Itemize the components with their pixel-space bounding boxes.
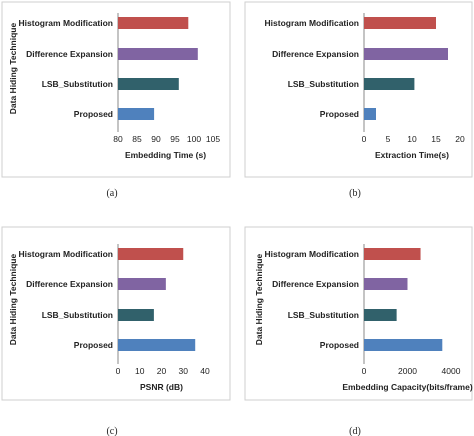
x-tick-label: 40 [200, 366, 210, 376]
category-label: Difference Expansion [26, 279, 113, 289]
bar [118, 78, 179, 90]
bar [364, 48, 448, 60]
category-label: Histogram Modification [265, 249, 359, 259]
x-tick-label: 95 [170, 134, 180, 144]
category-label: Proposed [74, 109, 113, 119]
x-tick-label: 100 [187, 134, 201, 144]
category-label: Difference Expansion [272, 49, 359, 59]
x-axis-title: Embedding Time (s) [125, 150, 206, 160]
chart-panel-b: Histogram Modification Difference Expansi… [244, 1, 473, 199]
category-label: Difference Expansion [272, 279, 359, 289]
panel-frame [1, 1, 231, 178]
y-axis-title: Data Hiding Technique [254, 254, 264, 346]
x-tick-label: 90 [151, 134, 161, 144]
category-label: Histogram Modification [19, 249, 113, 259]
y-axis-title: Data Hiding Technique [8, 23, 18, 115]
bar [364, 278, 408, 290]
x-tick-label: 15 [431, 134, 441, 144]
x-tick-label: 85 [132, 134, 142, 144]
x-axis-title: Embedding Capacity(bits/frame) [342, 382, 473, 392]
category-label: Proposed [320, 340, 359, 350]
panel-caption: (c) [106, 426, 117, 436]
x-tick-label: 10 [407, 134, 417, 144]
category-label: LSB_Substitution [288, 79, 359, 89]
panel-frame [244, 1, 473, 178]
y-axis-title: Data Hiding Technique [8, 254, 18, 346]
x-tick-label: 20 [157, 366, 167, 376]
bar [364, 108, 376, 120]
category-label: LSB_Substitution [42, 310, 113, 320]
category-label: Proposed [74, 340, 113, 350]
x-tick-label: 2000 [398, 366, 417, 376]
panel-frame [1, 226, 231, 401]
category-label: Histogram Modification [265, 18, 359, 28]
bar [118, 248, 184, 260]
bar [364, 309, 397, 321]
x-tick-label: 105 [206, 134, 220, 144]
x-axis-title: Extraction Time(s) [375, 150, 449, 160]
x-tick-label: 0 [362, 134, 367, 144]
x-tick-label: 30 [179, 366, 189, 376]
category-label: Histogram Modification [19, 18, 113, 28]
bar [118, 278, 166, 290]
x-axis-title: PSNR (dB) [140, 382, 183, 392]
x-tick-label: 0 [362, 366, 367, 376]
bar [118, 108, 155, 120]
category-label: Proposed [320, 109, 359, 119]
panel-caption: (a) [106, 188, 117, 199]
panel-frame [244, 226, 473, 401]
bar [118, 309, 154, 321]
bar [364, 248, 421, 260]
x-tick-label: 20 [455, 134, 465, 144]
bar [118, 48, 198, 60]
category-label: Difference Expansion [26, 49, 113, 59]
x-tick-label: 80 [113, 134, 123, 144]
bar [364, 17, 436, 29]
chart-panel-d: Histogram Modification Difference Expansi… [244, 226, 473, 436]
x-tick-label: 4000 [442, 366, 461, 376]
bar [118, 339, 196, 351]
x-tick-label: 5 [386, 134, 391, 144]
x-tick-label: 0 [116, 366, 121, 376]
chart-panel-a: Histogram Modification Difference Expansi… [1, 1, 231, 199]
panel-caption: (d) [349, 426, 361, 436]
chart-panel-c: Histogram Modification Difference Expansi… [1, 226, 231, 436]
bar [118, 17, 189, 29]
bar [364, 339, 443, 351]
bar [364, 78, 415, 90]
x-tick-label: 10 [135, 366, 145, 376]
panel-caption: (b) [349, 188, 361, 199]
category-label: LSB_Substitution [42, 79, 113, 89]
category-label: LSB_Substitution [288, 310, 359, 320]
